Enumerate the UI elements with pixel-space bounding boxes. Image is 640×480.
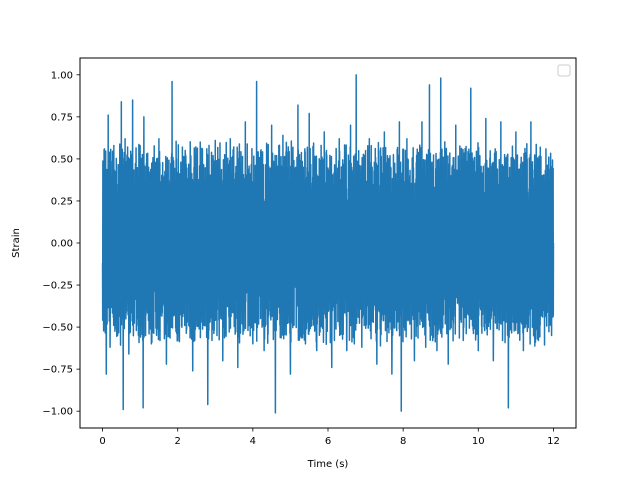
y-tick-label: 0.25	[51, 196, 73, 207]
x-tick-label: 6	[325, 436, 331, 447]
x-tick-label: 8	[400, 436, 406, 447]
x-tick-label: 0	[99, 436, 105, 447]
plot-area	[101, 74, 555, 414]
y-tick-label: −0.50	[42, 323, 73, 334]
x-tick-label: 10	[472, 436, 485, 447]
y-tick-label: 0.00	[51, 239, 73, 250]
y-axis: −1.00 −0.75 −0.50 −0.25 0.00 0.25 0.50 0.75 1.00	[42, 70, 80, 418]
strain-series-line	[101, 74, 555, 414]
y-axis-label: Strain	[11, 228, 22, 258]
y-tick-label: 0.75	[51, 112, 73, 123]
y-tick-label: 1.00	[51, 70, 73, 81]
y-tick-label: −0.25	[42, 281, 73, 292]
x-axis: 0 2 4 6 8 10 12	[99, 428, 560, 447]
y-tick-label: −1.00	[42, 407, 73, 418]
x-tick-label: 2	[175, 436, 181, 447]
x-axis-label: Time (s)	[307, 459, 349, 470]
x-tick-label: 12	[547, 436, 560, 447]
y-tick-label: −0.75	[42, 365, 73, 376]
y-tick-label: 0.50	[51, 154, 73, 165]
legend-box	[557, 64, 571, 77]
x-tick-label: 4	[250, 436, 256, 447]
